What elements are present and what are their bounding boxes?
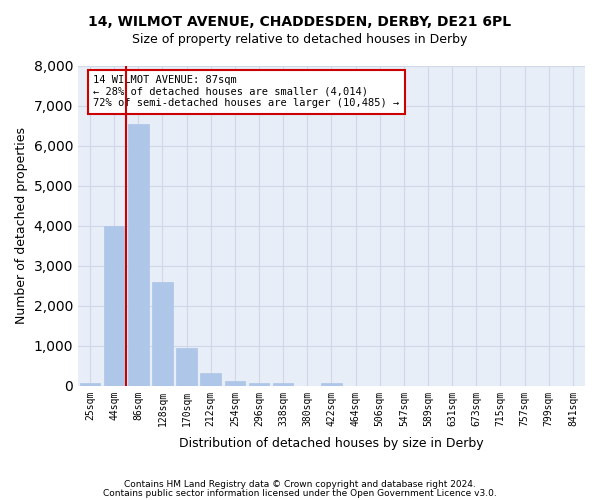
Bar [128, 124, 149, 386]
Bar [200, 373, 221, 386]
Bar [249, 382, 269, 386]
Text: Contains HM Land Registry data © Crown copyright and database right 2024.: Contains HM Land Registry data © Crown c… [124, 480, 476, 489]
Bar [80, 383, 100, 386]
Text: Size of property relative to detached houses in Derby: Size of property relative to detached ho… [133, 32, 467, 46]
Y-axis label: Number of detached properties: Number of detached properties [15, 127, 28, 324]
Bar [273, 384, 293, 386]
Bar [321, 384, 342, 386]
Bar [176, 348, 197, 386]
Bar [104, 226, 124, 386]
Text: Contains public sector information licensed under the Open Government Licence v3: Contains public sector information licen… [103, 488, 497, 498]
X-axis label: Distribution of detached houses by size in Derby: Distribution of detached houses by size … [179, 437, 484, 450]
Bar [152, 282, 173, 386]
Bar [224, 382, 245, 386]
Text: 14 WILMOT AVENUE: 87sqm
← 28% of detached houses are smaller (4,014)
72% of semi: 14 WILMOT AVENUE: 87sqm ← 28% of detache… [93, 75, 400, 108]
Text: 14, WILMOT AVENUE, CHADDESDEN, DERBY, DE21 6PL: 14, WILMOT AVENUE, CHADDESDEN, DERBY, DE… [88, 15, 512, 29]
